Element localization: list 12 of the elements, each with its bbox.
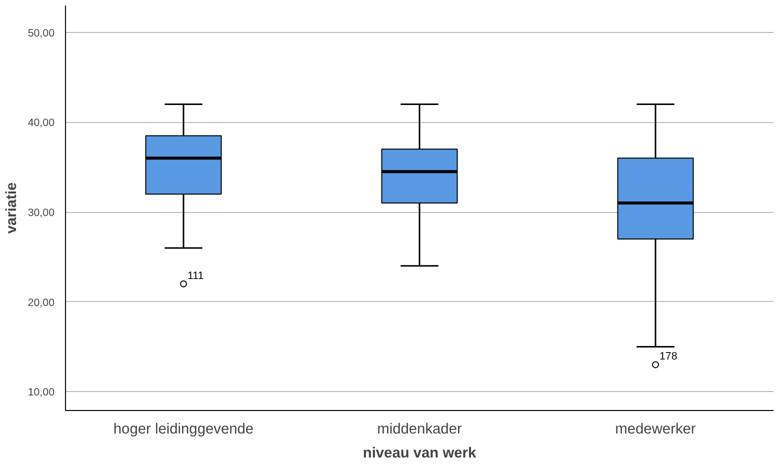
x-tick-label: hoger leidinggevende [113,422,254,438]
y-tick-label: 50,00 [28,27,55,40]
y-tick-label: 30,00 [28,207,55,220]
x-tick-label: middenkader [377,422,462,438]
annotation: 111 [188,270,204,282]
x-axis-title: niveau van werk [362,446,477,462]
y-tick-label: 40,00 [28,117,55,130]
x-tick-label: medewerker [615,422,696,438]
y-axis-title: variatie [4,182,20,234]
y-tick-label: 20,00 [28,296,55,309]
y-tick-label: 10,00 [28,386,55,399]
annotation: 178 [660,350,678,363]
